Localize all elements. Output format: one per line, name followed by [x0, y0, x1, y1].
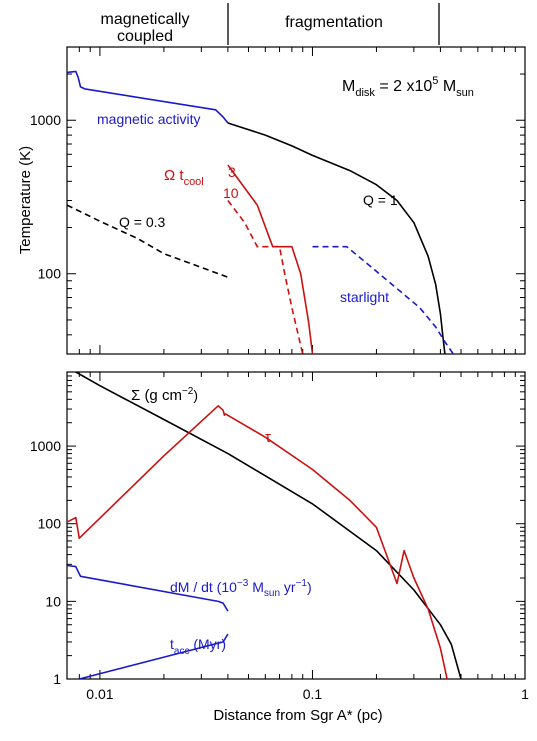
surface-density-panel-ticks: 0.01 0.1 1 1 10 100 1000 [30, 371, 529, 702]
y-tick-label: 1 [53, 671, 61, 687]
series-line- [75, 372, 462, 679]
label-omega-tcool: Ω tcool [164, 167, 204, 188]
y-tick-label: 100 [38, 516, 62, 532]
region-label-fragmentation: fragmentation [285, 14, 383, 31]
surface-density-panel-series [67, 372, 462, 679]
series-line-magnetic-activity [67, 70, 229, 124]
series-line-starlight [312, 245, 454, 354]
temperature-axis-label: Temperature (K) [17, 146, 34, 254]
y-tick-label: 1000 [30, 438, 61, 454]
region-label-magnetically: magnetically [101, 11, 190, 28]
series-line-q-0-3 [67, 204, 229, 278]
label-tacc: tacc (Myr) [170, 636, 226, 657]
label-tcool-10: 10 [223, 185, 239, 201]
series-line- [67, 404, 448, 679]
series-line-10 [227, 200, 304, 354]
label-sigma: Σ (g cm−2) [131, 386, 198, 404]
temperature-panel-ticks: 100 1000 [30, 46, 526, 355]
surface-density-panel: 0.01 0.1 1 1 10 100 1000 Distance from Sgr A* … [30, 371, 529, 724]
temperature-panel-series [67, 70, 454, 354]
label-starlight: starlight [340, 289, 389, 305]
label-q1: Q = 1 [363, 192, 398, 208]
series-line-dm-dt [67, 564, 229, 612]
series-line-t-acc [79, 633, 229, 679]
label-magnetic-activity: magnetic activity [97, 111, 200, 127]
y-tick-label: 1000 [30, 112, 61, 128]
disk-mass-annotation: Mdisk = 2 x105 Msun [342, 75, 474, 99]
series-line-3 [227, 164, 314, 354]
surface-density-panel-frame [66, 371, 526, 680]
region-header: magnetically coupled fragmentation [101, 3, 440, 45]
y-tick-label: 100 [38, 266, 62, 282]
label-mdot: dM / dt (10−3 Msun yr−1) [170, 578, 312, 599]
temperature-panel: 100 1000 Temperature (K) Mdisk = 2 x105 M… [17, 46, 526, 355]
x-tick-label: 0.1 [303, 686, 323, 702]
label-tau: τ [265, 429, 271, 446]
distance-axis-label: Distance from Sgr A* (pc) [213, 707, 382, 724]
region-label-coupled: coupled [117, 28, 173, 45]
x-tick-label: 0.01 [86, 686, 113, 702]
label-q03: Q = 0.3 [119, 214, 166, 230]
x-tick-label: 1 [521, 686, 529, 702]
label-tcool-3: 3 [228, 164, 236, 180]
y-tick-label: 10 [45, 593, 61, 609]
series-line-q-1 [227, 122, 446, 354]
